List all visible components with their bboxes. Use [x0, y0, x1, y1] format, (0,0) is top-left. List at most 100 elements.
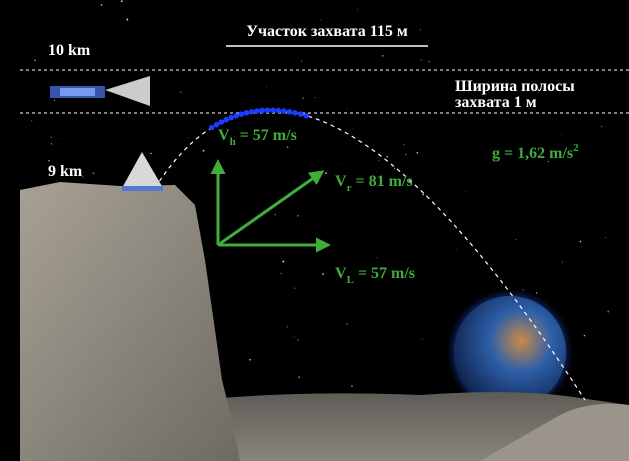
star: [419, 29, 421, 31]
star: [282, 260, 285, 263]
capture-point: [259, 107, 265, 114]
capture-point: [297, 111, 304, 117]
subscript: r: [347, 182, 352, 194]
symbol: V: [335, 173, 347, 190]
star: [378, 159, 380, 161]
star: [346, 108, 348, 110]
capture-point: [254, 108, 260, 114]
lander: [122, 152, 163, 191]
subscript: h: [230, 136, 236, 148]
star: [605, 237, 607, 239]
capture-point: [275, 107, 282, 114]
star: [250, 34, 253, 36]
star: [301, 60, 303, 62]
star: [515, 238, 517, 241]
star: [456, 248, 458, 250]
star: [561, 261, 563, 263]
star: [150, 152, 152, 155]
star: [341, 367, 342, 369]
star: [494, 269, 496, 271]
cliff: [20, 182, 240, 461]
star: [53, 99, 56, 101]
star: [324, 172, 327, 175]
star: [27, 95, 29, 96]
star: [48, 160, 50, 162]
capture-point: [208, 124, 215, 131]
star: [465, 191, 467, 193]
star: [601, 126, 603, 128]
left-border: [0, 0, 20, 461]
star: [50, 136, 52, 138]
capture-point: [223, 116, 230, 123]
star: [82, 176, 84, 178]
capture-point: [292, 110, 298, 116]
star: [501, 52, 502, 54]
capture-point: [218, 119, 225, 125]
star: [289, 197, 291, 198]
capture-point: [238, 111, 245, 117]
velocity-label: Vh = 57 m/s: [218, 127, 297, 148]
star: [416, 151, 419, 154]
capture-point: [281, 108, 287, 114]
star: [583, 334, 586, 337]
vector-r: [217, 170, 325, 247]
star: [346, 323, 348, 325]
star: [296, 214, 299, 217]
gravity-label: g = 1,62 m/s2: [492, 142, 579, 162]
value: = 57 m/s: [236, 127, 297, 144]
swath-label: захвата 1 м: [455, 94, 537, 111]
star: [422, 193, 425, 196]
star: [376, 257, 378, 259]
star: [302, 97, 304, 99]
star: [266, 86, 268, 88]
star: [274, 213, 277, 216]
star: [404, 153, 407, 156]
capture-points: [208, 107, 310, 131]
star: [298, 376, 301, 379]
star: [280, 272, 282, 275]
star: [58, 138, 60, 140]
star: [287, 146, 289, 148]
star: [320, 19, 322, 21]
earth: [454, 296, 566, 408]
star: [92, 172, 95, 175]
star: [293, 336, 295, 338]
star: [564, 221, 565, 222]
star: [34, 59, 36, 61]
star: [397, 38, 398, 40]
star: [547, 161, 549, 163]
altitude-label: 9 km: [48, 163, 83, 180]
star: [50, 143, 53, 145]
star: [607, 310, 610, 313]
star: [403, 144, 405, 145]
star: [233, 136, 235, 137]
star: [126, 18, 129, 21]
velocity-label: VL = 57 m/s: [335, 265, 415, 286]
capture-point: [264, 107, 271, 114]
star: [579, 240, 582, 243]
star: [386, 155, 389, 158]
star: [122, 14, 123, 15]
symbol: V: [218, 127, 230, 144]
capture-point: [303, 112, 310, 119]
star: [358, 220, 360, 222]
title: Участок захвата 115 м: [246, 23, 408, 40]
star: [88, 127, 89, 129]
spacecraft: [50, 76, 150, 106]
star: [202, 149, 205, 152]
star: [314, 97, 316, 99]
capture-point: [213, 121, 220, 128]
capture-point: [248, 109, 255, 115]
star: [351, 385, 353, 387]
star: [357, 8, 359, 10]
capture-point: [243, 110, 250, 116]
star: [428, 60, 430, 63]
star: [376, 171, 378, 173]
star: [560, 133, 562, 135]
star: [294, 287, 296, 289]
star: [100, 4, 103, 6]
star: [187, 137, 189, 138]
capture-point: [233, 112, 240, 119]
star: [391, 149, 392, 151]
velocity-label: Vr = 81 m/s: [335, 173, 413, 194]
